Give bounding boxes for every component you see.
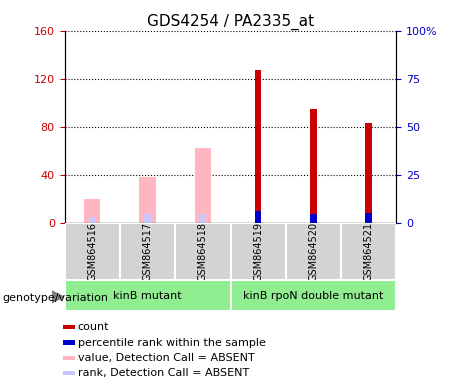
Text: rank, Detection Call = ABSENT: rank, Detection Call = ABSENT xyxy=(77,368,249,378)
Bar xyxy=(89,217,95,223)
Bar xyxy=(310,214,317,223)
Bar xyxy=(63,371,75,375)
Bar xyxy=(195,148,211,223)
Text: GSM864518: GSM864518 xyxy=(198,222,208,281)
Bar xyxy=(63,356,75,360)
Text: kinB mutant: kinB mutant xyxy=(113,291,182,301)
Bar xyxy=(139,177,156,223)
Text: GDS4254 / PA2335_at: GDS4254 / PA2335_at xyxy=(147,13,314,30)
Bar xyxy=(230,280,396,311)
Bar xyxy=(63,325,75,329)
Bar xyxy=(366,123,372,223)
Text: GSM864517: GSM864517 xyxy=(142,222,153,281)
Text: GSM864521: GSM864521 xyxy=(364,222,374,281)
Text: kinB rpoN double mutant: kinB rpoN double mutant xyxy=(243,291,384,301)
Bar xyxy=(65,280,230,311)
Text: GSM864516: GSM864516 xyxy=(87,222,97,281)
Text: GSM864520: GSM864520 xyxy=(308,222,319,281)
Bar xyxy=(255,70,261,223)
Bar xyxy=(366,213,372,223)
Bar xyxy=(120,223,175,280)
Bar xyxy=(341,223,396,280)
Text: percentile rank within the sample: percentile rank within the sample xyxy=(77,338,266,348)
Text: count: count xyxy=(77,322,109,332)
Text: value, Detection Call = ABSENT: value, Detection Call = ABSENT xyxy=(77,353,254,363)
Polygon shape xyxy=(52,291,64,303)
Bar xyxy=(200,214,206,223)
Text: GSM864519: GSM864519 xyxy=(253,222,263,281)
Bar xyxy=(286,223,341,280)
Bar xyxy=(230,223,286,280)
Bar xyxy=(144,214,151,223)
Bar xyxy=(310,109,317,223)
Text: genotype/variation: genotype/variation xyxy=(2,293,108,303)
Bar xyxy=(63,341,75,344)
Bar xyxy=(175,223,230,280)
Bar xyxy=(255,211,261,223)
Bar xyxy=(84,199,100,223)
Bar xyxy=(65,223,120,280)
